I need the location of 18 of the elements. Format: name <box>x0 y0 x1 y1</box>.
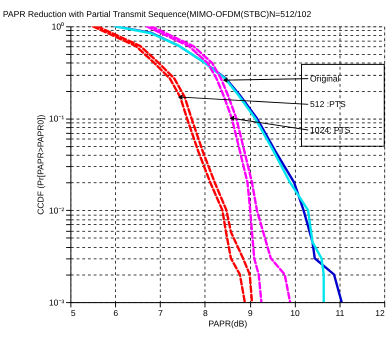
x-tick-label: 6 <box>113 308 118 318</box>
x-tick-label: 5 <box>70 308 76 318</box>
x-tick-label: 11 <box>335 308 345 318</box>
x-tick-label: 7 <box>158 308 164 318</box>
annotation: 1024: PTS <box>310 124 351 135</box>
y-tick-label: 10⁰ <box>52 22 64 32</box>
x-tick-label: 10 <box>290 308 300 318</box>
x-tick-label: 9 <box>248 308 253 318</box>
y-tick-label: 10⁻¹ <box>48 114 64 124</box>
x-axis-title: PAPR(dB) <box>208 318 248 328</box>
annotation: Original <box>310 74 340 84</box>
y-tick-label: 10⁻³ <box>48 297 64 308</box>
y-axis-title: CCDF (Pr[PAPR>PAPR0]) <box>35 114 46 215</box>
x-tick-label: 12 <box>375 308 385 318</box>
y-tick-label: 10⁻² <box>48 206 64 216</box>
x-tick-label: 8 <box>202 308 208 318</box>
chart-title: PAPR Reduction with Partial Transmit Sequence(MIMO-OFDM(STBC)N=512/102 <box>2 8 312 19</box>
annotation: 512 :PTS <box>310 99 346 110</box>
